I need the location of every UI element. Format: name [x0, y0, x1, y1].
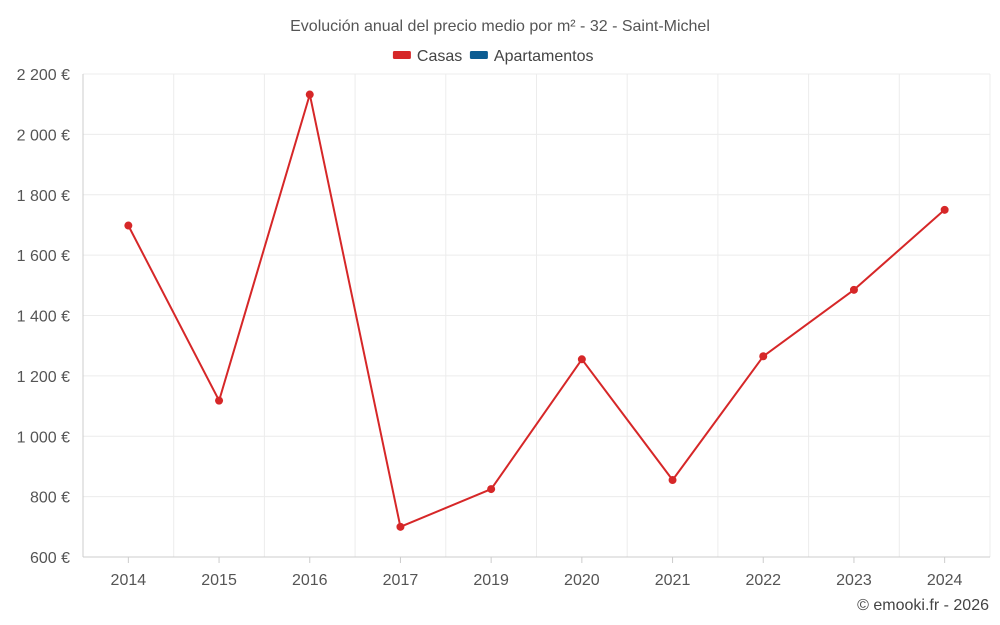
legend-swatch-apartamentos[interactable]	[469, 51, 488, 59]
legend-swatch-casas[interactable]	[392, 51, 411, 59]
x-tick-label: 2017	[383, 572, 419, 589]
data-point-casas[interactable]	[759, 352, 768, 361]
data-point-casas[interactable]	[305, 90, 314, 99]
y-tick-label: 1 800 €	[17, 188, 70, 205]
x-tick-label: 2016	[292, 572, 328, 589]
legend[interactable]: Casas Apartamentos	[392, 48, 594, 65]
x-tick-label: 2014	[111, 572, 147, 589]
y-tick-label: 600 €	[30, 550, 70, 567]
y-tick-label: 800 €	[30, 490, 70, 507]
chart-title: Evolución anual del precio medio por m² …	[290, 18, 710, 35]
y-tick-label: 1 200 €	[17, 369, 70, 386]
y-tick-label: 1 000 €	[17, 429, 70, 446]
x-tick-label: 2024	[927, 572, 963, 589]
y-tick-label: 1 400 €	[17, 309, 70, 326]
data-point-casas[interactable]	[487, 485, 496, 494]
y-tick-label: 2 000 €	[17, 127, 70, 144]
y-tick-label: 2 200 €	[17, 67, 70, 84]
data-point-casas[interactable]	[124, 221, 133, 230]
data-point-casas[interactable]	[396, 522, 405, 531]
x-tick-label: 2023	[836, 572, 872, 589]
x-tick-label: 2019	[473, 572, 509, 589]
y-tick-label: 1 600 €	[17, 248, 70, 265]
x-tick-label: 2015	[201, 572, 237, 589]
legend-label-casas[interactable]: Casas	[417, 48, 462, 65]
series	[124, 90, 949, 531]
grid	[83, 73, 991, 557]
credit-text: © emooki.fr - 2026	[857, 597, 989, 614]
x-tick-label: 2020	[564, 572, 600, 589]
data-point-casas[interactable]	[215, 396, 224, 405]
series-line-casas	[127, 93, 946, 528]
data-point-casas[interactable]	[668, 476, 677, 485]
legend-label-apartamentos[interactable]: Apartamentos	[494, 48, 594, 65]
data-point-casas[interactable]	[940, 205, 949, 214]
x-tick-label: 2021	[655, 572, 691, 589]
axes: 600 € 800 € 1 000 € 1 200 € 1 400 € 1 600 € 1 …	[17, 67, 990, 589]
x-tick-label: 2022	[745, 572, 781, 589]
data-point-casas[interactable]	[849, 285, 858, 294]
data-point-casas[interactable]	[577, 355, 586, 364]
